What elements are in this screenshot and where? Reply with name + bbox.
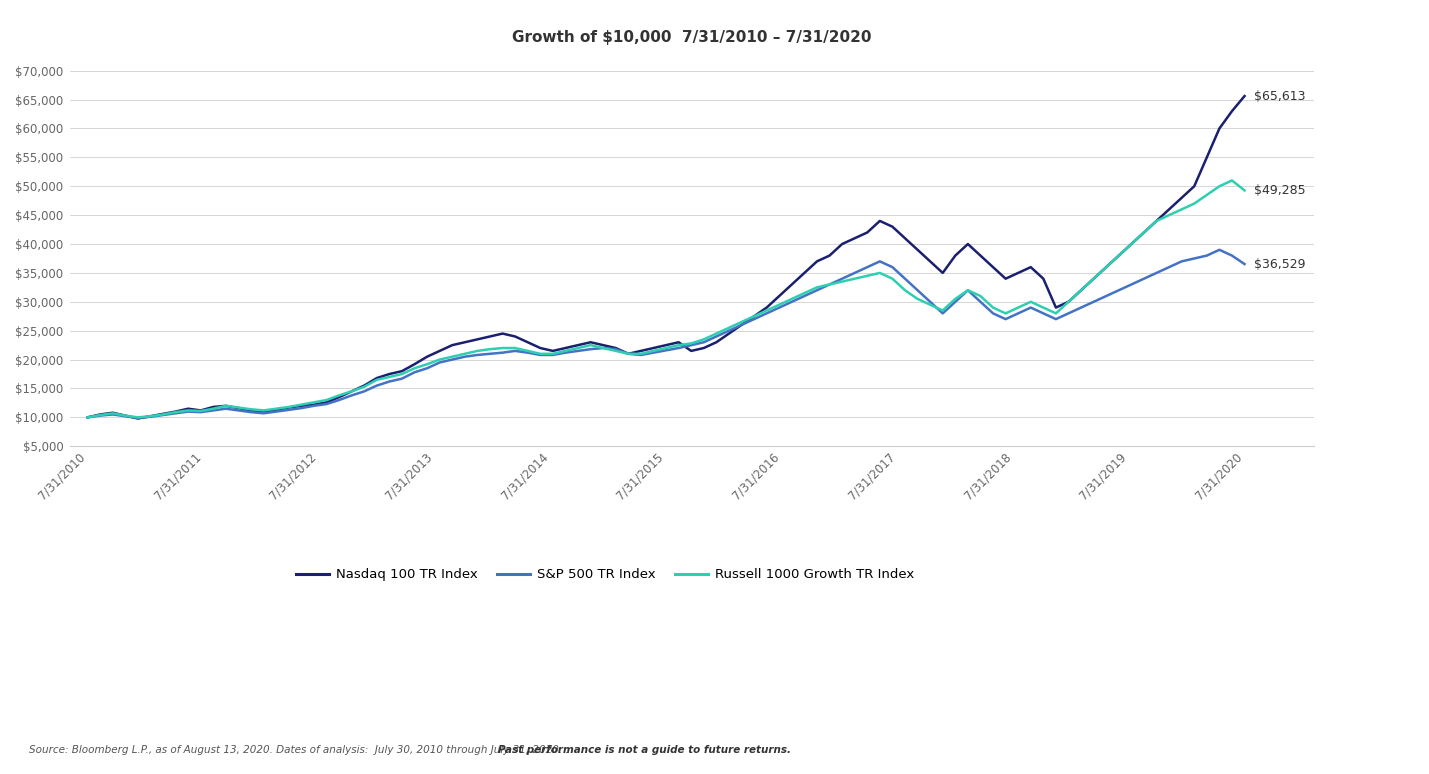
Text: $65,613: $65,613 <box>1253 90 1305 102</box>
Title: Growth of $10,000  7/31/2010 – 7/31/2020: Growth of $10,000 7/31/2010 – 7/31/2020 <box>513 30 872 46</box>
Legend: Nasdaq 100 TR Index, S&P 500 TR Index, Russell 1000 Growth TR Index: Nasdaq 100 TR Index, S&P 500 TR Index, R… <box>290 563 919 587</box>
Text: $36,529: $36,529 <box>1253 258 1305 271</box>
Text: Past performance is not a guide to future returns.: Past performance is not a guide to futur… <box>497 745 790 755</box>
Text: Source: Bloomberg L.P., as of August 13, 2020. Dates of analysis:  July 30, 2010: Source: Bloomberg L.P., as of August 13,… <box>29 745 572 755</box>
Text: $49,285: $49,285 <box>1253 184 1306 197</box>
